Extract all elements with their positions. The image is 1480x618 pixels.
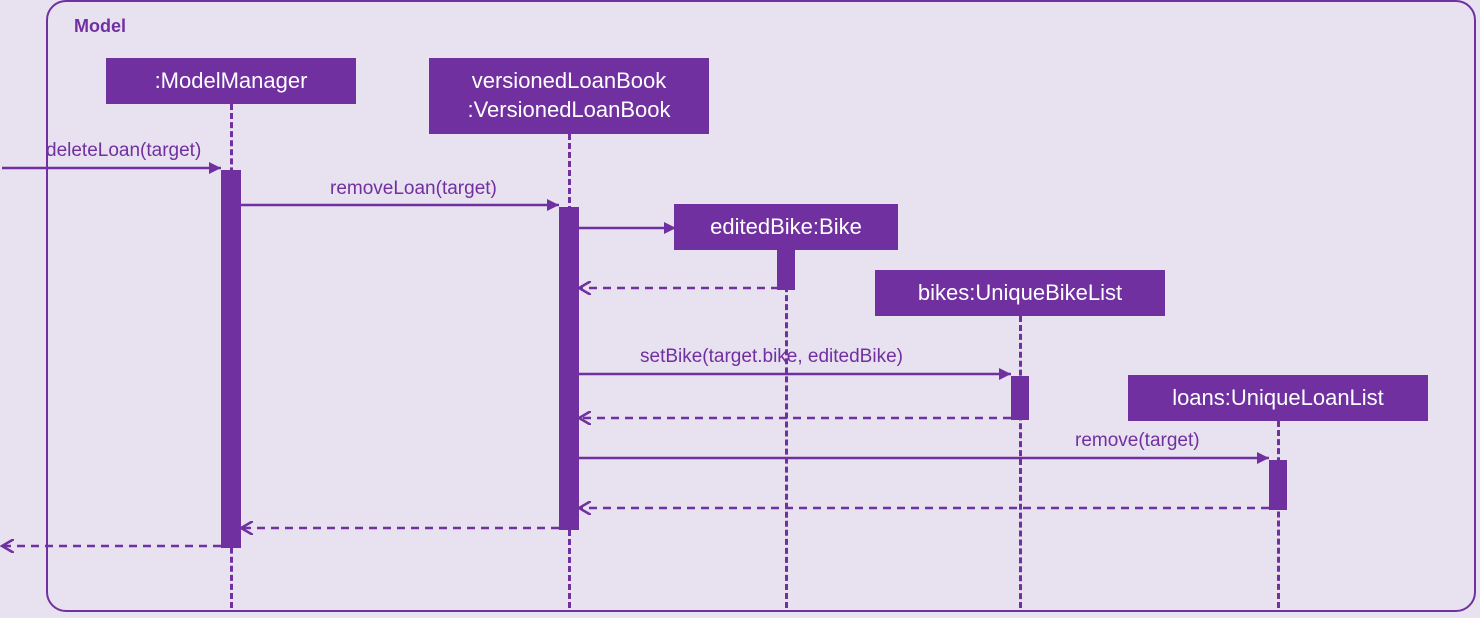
lifeline-head-ubl: bikes:UniqueBikeList: [875, 270, 1165, 316]
activation-ull: [1269, 460, 1287, 510]
message-label-1: removeLoan(target): [330, 178, 497, 200]
activation-vlb: [559, 207, 579, 530]
activation-mm: [221, 170, 241, 548]
lifeline-head-vlb: versionedLoanBook:VersionedLoanBook: [429, 58, 709, 134]
message-label-4: setBike(target.bike, editedBike): [640, 346, 903, 368]
activation-eb: [777, 250, 795, 290]
message-label-0: deleteLoan(target): [46, 140, 201, 162]
lifeline-head-mm: :ModelManager: [106, 58, 356, 104]
activation-ubl: [1011, 376, 1029, 420]
message-label-6: remove(target): [1075, 430, 1200, 452]
frame-label: Model: [74, 16, 126, 37]
sequence-diagram: Model :ModelManager versionedLoanBook:Ver…: [0, 0, 1480, 618]
lifeline-head-ull: loans:UniqueLoanList: [1128, 375, 1428, 421]
lifeline-head-eb: editedBike:Bike: [674, 204, 898, 250]
lifeline-dash-eb: [785, 250, 788, 608]
lifeline-dash-ubl: [1019, 316, 1022, 608]
lifeline-dash-ull: [1277, 421, 1280, 608]
